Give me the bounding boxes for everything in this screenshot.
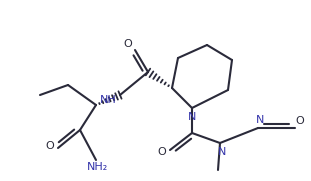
Text: NH: NH xyxy=(100,95,116,105)
Text: NH₂: NH₂ xyxy=(86,162,108,172)
Text: O: O xyxy=(158,147,166,157)
Text: O: O xyxy=(296,116,304,126)
Text: O: O xyxy=(46,141,54,151)
Text: N: N xyxy=(218,147,226,157)
Text: O: O xyxy=(124,39,132,49)
Text: N: N xyxy=(188,112,196,122)
Text: N: N xyxy=(256,115,264,125)
